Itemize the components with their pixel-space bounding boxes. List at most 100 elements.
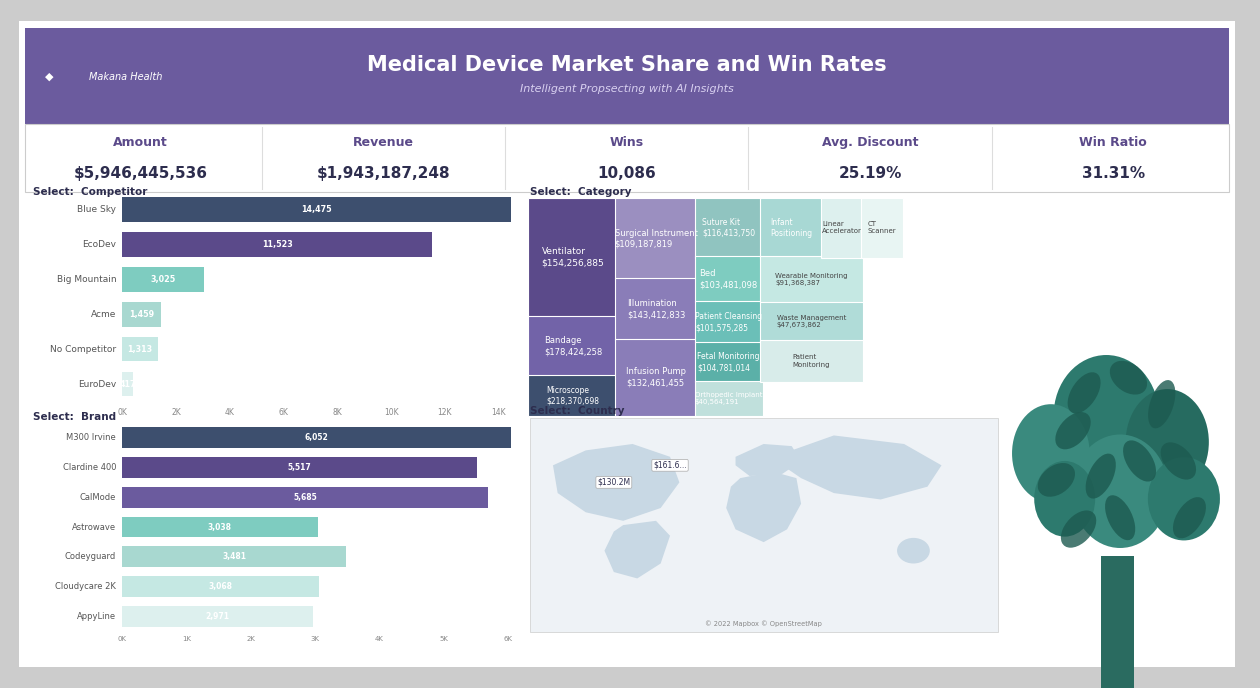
Text: $130.2M: $130.2M bbox=[597, 478, 630, 487]
Text: Ventilator
$154,256,885: Ventilator $154,256,885 bbox=[542, 248, 605, 268]
FancyBboxPatch shape bbox=[760, 302, 863, 341]
FancyBboxPatch shape bbox=[122, 372, 134, 396]
FancyBboxPatch shape bbox=[615, 338, 697, 416]
Text: Revenue: Revenue bbox=[353, 136, 415, 149]
Text: AppyLine: AppyLine bbox=[77, 612, 116, 621]
Ellipse shape bbox=[1056, 412, 1091, 449]
Text: Intelligent Propsecting with AI Insights: Intelligent Propsecting with AI Insights bbox=[520, 83, 733, 94]
Ellipse shape bbox=[1086, 453, 1116, 499]
FancyBboxPatch shape bbox=[694, 381, 762, 416]
Ellipse shape bbox=[1012, 404, 1090, 502]
Text: 3K: 3K bbox=[311, 636, 320, 643]
Ellipse shape bbox=[1148, 380, 1176, 429]
FancyBboxPatch shape bbox=[122, 427, 512, 448]
Text: Acme: Acme bbox=[91, 310, 116, 319]
Text: Select:  Country: Select: Country bbox=[529, 407, 624, 416]
Polygon shape bbox=[726, 472, 801, 542]
FancyBboxPatch shape bbox=[122, 337, 158, 361]
FancyBboxPatch shape bbox=[615, 278, 697, 340]
FancyBboxPatch shape bbox=[122, 606, 314, 627]
Text: Win Ratio: Win Ratio bbox=[1080, 136, 1147, 149]
Text: 14,475: 14,475 bbox=[301, 205, 333, 214]
Ellipse shape bbox=[897, 538, 930, 563]
Polygon shape bbox=[553, 444, 679, 521]
Text: 3,068: 3,068 bbox=[209, 582, 233, 591]
Text: Suture Kit
$116,413,750: Suture Kit $116,413,750 bbox=[702, 217, 755, 238]
Text: $5,946,445,536: $5,946,445,536 bbox=[73, 166, 208, 181]
FancyBboxPatch shape bbox=[694, 301, 762, 343]
Text: Waste Management
$47,673,862: Waste Management $47,673,862 bbox=[777, 314, 847, 328]
Text: Astrowave: Astrowave bbox=[72, 522, 116, 532]
Text: CalMode: CalMode bbox=[79, 493, 116, 502]
FancyBboxPatch shape bbox=[760, 257, 863, 303]
Text: Microscope
$218,370,698: Microscope $218,370,698 bbox=[547, 385, 600, 406]
Text: Fetal Monitoring
$104,781,014: Fetal Monitoring $104,781,014 bbox=[697, 352, 760, 372]
FancyBboxPatch shape bbox=[122, 576, 320, 597]
FancyBboxPatch shape bbox=[528, 198, 617, 317]
Text: 8K: 8K bbox=[333, 408, 343, 417]
Text: Blue Sky: Blue Sky bbox=[77, 205, 116, 214]
FancyBboxPatch shape bbox=[528, 376, 617, 416]
Text: CT
Scanner: CT Scanner bbox=[868, 221, 896, 235]
Text: 2K: 2K bbox=[171, 408, 181, 417]
FancyBboxPatch shape bbox=[694, 342, 762, 383]
Text: Avg. Discount: Avg. Discount bbox=[822, 136, 919, 149]
Text: Bandage
$178,424,258: Bandage $178,424,258 bbox=[544, 336, 602, 356]
FancyBboxPatch shape bbox=[6, 14, 1247, 674]
FancyBboxPatch shape bbox=[861, 198, 903, 257]
FancyBboxPatch shape bbox=[122, 197, 512, 222]
Text: 0K: 0K bbox=[117, 408, 127, 417]
Text: Wearable Monitoring
$91,368,387: Wearable Monitoring $91,368,387 bbox=[775, 273, 848, 286]
Text: 31.31%: 31.31% bbox=[1081, 166, 1145, 181]
Ellipse shape bbox=[1160, 442, 1196, 480]
Text: Surgical Instrument
$109,187,819: Surgical Instrument $109,187,819 bbox=[615, 228, 697, 248]
Ellipse shape bbox=[1173, 497, 1206, 538]
Ellipse shape bbox=[1125, 389, 1208, 495]
Text: 5K: 5K bbox=[440, 636, 449, 643]
FancyBboxPatch shape bbox=[822, 198, 863, 257]
Ellipse shape bbox=[1148, 457, 1220, 541]
FancyBboxPatch shape bbox=[122, 232, 432, 257]
Text: 417: 417 bbox=[120, 380, 136, 389]
Text: 2,971: 2,971 bbox=[205, 612, 229, 621]
Ellipse shape bbox=[1034, 461, 1095, 537]
Text: 10K: 10K bbox=[384, 408, 398, 417]
Text: © 2022 Mapbox © OpenStreetMap: © 2022 Mapbox © OpenStreetMap bbox=[706, 620, 822, 627]
Ellipse shape bbox=[1123, 440, 1155, 482]
Ellipse shape bbox=[1105, 495, 1135, 540]
FancyBboxPatch shape bbox=[122, 517, 318, 537]
Text: 25.19%: 25.19% bbox=[838, 166, 902, 181]
Text: 6K: 6K bbox=[278, 408, 289, 417]
Ellipse shape bbox=[1110, 361, 1147, 395]
Text: 1,313: 1,313 bbox=[127, 345, 152, 354]
FancyBboxPatch shape bbox=[528, 316, 617, 377]
Text: 10,086: 10,086 bbox=[597, 166, 656, 181]
Text: 1K: 1K bbox=[181, 636, 192, 643]
Text: EuroDev: EuroDev bbox=[78, 380, 116, 389]
FancyBboxPatch shape bbox=[122, 546, 346, 567]
FancyBboxPatch shape bbox=[694, 198, 762, 257]
FancyBboxPatch shape bbox=[760, 340, 863, 383]
FancyBboxPatch shape bbox=[122, 458, 478, 478]
Text: Orthopedic Implant
$40,564,191: Orthopedic Implant $40,564,191 bbox=[694, 391, 762, 405]
Text: 11,523: 11,523 bbox=[262, 240, 292, 249]
Ellipse shape bbox=[1061, 510, 1096, 548]
Text: Select:  Category: Select: Category bbox=[529, 187, 631, 197]
Text: Select:  Brand: Select: Brand bbox=[34, 411, 117, 422]
Text: No Competitor: No Competitor bbox=[50, 345, 116, 354]
Text: 5,517: 5,517 bbox=[287, 463, 311, 472]
FancyBboxPatch shape bbox=[25, 124, 1228, 192]
FancyBboxPatch shape bbox=[760, 198, 823, 257]
Polygon shape bbox=[736, 444, 801, 476]
Text: 4K: 4K bbox=[375, 636, 384, 643]
Text: 3,038: 3,038 bbox=[208, 522, 232, 532]
Polygon shape bbox=[605, 521, 670, 579]
FancyBboxPatch shape bbox=[529, 418, 998, 632]
Text: 12K: 12K bbox=[437, 408, 452, 417]
Text: Cloudycare 2K: Cloudycare 2K bbox=[55, 582, 116, 591]
Text: 0K: 0K bbox=[117, 636, 127, 643]
Text: M300 Irvine: M300 Irvine bbox=[67, 433, 116, 442]
Ellipse shape bbox=[1071, 435, 1169, 548]
Text: 2K: 2K bbox=[247, 636, 256, 643]
FancyBboxPatch shape bbox=[25, 28, 1228, 124]
